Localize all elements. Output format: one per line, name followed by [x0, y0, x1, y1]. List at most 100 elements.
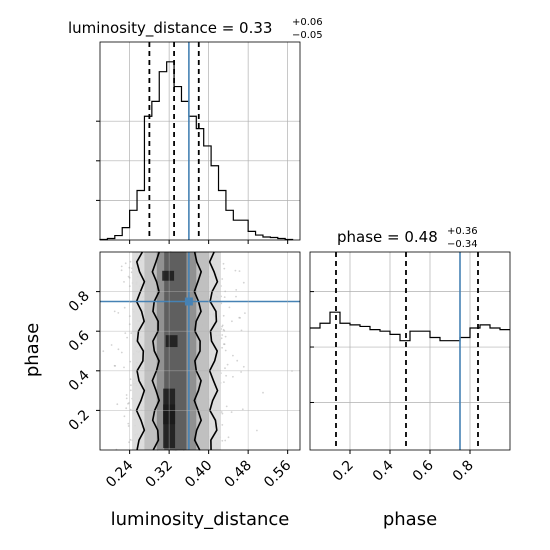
ld-hist-frame [99, 41, 301, 241]
phase-histogram-panel: 0.2 0.4 0.6 0.8 [309, 251, 511, 485]
phase-err-minus: −0.34 [447, 239, 478, 250]
joint-sample-point [227, 436, 230, 439]
joint-sample-point [120, 351, 123, 354]
phase-y-tick-label: 0.8 [66, 288, 93, 315]
joint-sample-point [113, 310, 116, 313]
joint-sample-point [225, 405, 228, 408]
luminosity-distance-histogram-panel [96, 41, 301, 244]
luminosity-distance-title: luminosity_distance = 0.33 [68, 19, 272, 38]
joint-sample-point [238, 270, 241, 272]
joint-sample-point [221, 424, 224, 426]
ld-hist-steps [99, 61, 294, 241]
joint-sample-point [129, 408, 132, 411]
joint-sample-point [130, 332, 133, 334]
phase-title: phase = 0.48 [337, 228, 438, 246]
joint-sample-point [124, 332, 127, 334]
joint-sample-point [232, 375, 234, 378]
joint-sample-point [102, 350, 105, 353]
joint-sample-point [130, 384, 132, 387]
joint-sample-point [125, 407, 128, 410]
luminosity-distance-err-minus: −0.05 [292, 30, 323, 41]
joint-sample-point [116, 403, 119, 406]
joint-sample-point [222, 328, 225, 331]
joint-sample-point [110, 344, 113, 346]
joint-sample-point [242, 365, 245, 368]
joint-sample-point [220, 411, 223, 413]
joint-sample-point [123, 366, 125, 369]
joint-sample-point [224, 439, 227, 442]
joint-sample-point [236, 359, 239, 362]
joint-contour-outer-left [135, 251, 146, 451]
joint-sample-point [239, 317, 242, 319]
joint-sample-point [113, 364, 116, 367]
joint-sample-point [221, 278, 224, 280]
ld-tick-label: 0.48 [222, 458, 255, 491]
joint-contour-inner-left [151, 251, 161, 451]
joint-sample-point [125, 394, 128, 396]
joint-sample-point [230, 411, 233, 413]
joint-sample-point [129, 260, 132, 263]
joint-sample-point [240, 329, 243, 332]
joint-sample-point [129, 378, 132, 381]
joint-sample-point [240, 371, 243, 373]
x-axis-label-luminosity-distance: luminosity_distance [111, 509, 290, 530]
joint-sample-point [242, 281, 245, 284]
joint-sample-point [223, 343, 226, 346]
joint-sample-point [235, 289, 238, 291]
phase-y-tick-label: 0.2 [66, 407, 93, 434]
joint-sample-point [123, 306, 126, 309]
joint-sample-point [223, 267, 226, 270]
joint-sample-point [235, 295, 237, 298]
joint-sample-point [123, 415, 126, 418]
phase-y-tick-label: 0.6 [66, 328, 93, 355]
joint-sample-point [222, 262, 225, 265]
joint-sample-point [224, 349, 227, 352]
x-axis-label-phase: phase [383, 509, 437, 530]
joint-sample-point [223, 296, 226, 298]
joint-sample-point [123, 281, 125, 283]
phase-y-tick-label: 0.4 [66, 367, 93, 394]
joint-sample-point [127, 402, 129, 405]
joint-sample-point [262, 391, 264, 394]
joint-sample-point [127, 275, 130, 278]
joint-contour-inner-right [193, 251, 203, 451]
joint-sample-point [221, 412, 224, 415]
joint-sample-point [129, 389, 132, 392]
joint-truth-marker [184, 297, 193, 306]
ld-tick-label: 0.24 [103, 457, 136, 490]
joint-sample-point [241, 408, 244, 411]
joint-sample-point [221, 439, 224, 442]
phase-x-tick-label: 0.2 [330, 458, 357, 485]
joint-sample-point [223, 343, 225, 345]
joint-sample-point [220, 337, 223, 340]
phase-x-tick-label: 0.4 [370, 457, 397, 484]
joint-density-core [162, 270, 175, 281]
joint-sample-point [221, 325, 223, 328]
joint-sample-point [127, 425, 130, 427]
joint-sample-point [256, 429, 258, 432]
joint-sample-point [221, 324, 224, 327]
joint-frame [99, 251, 301, 451]
joint-contour-outer-right [208, 251, 219, 451]
joint-sample-point [222, 314, 225, 317]
phase-hist-steps [310, 311, 510, 342]
luminosity-distance-err-plus: +0.06 [292, 17, 323, 28]
ld-tick-label: 0.56 [261, 457, 294, 490]
ld-tick-label: 0.32 [143, 458, 176, 491]
joint-sample-point [124, 262, 127, 265]
joint-sample-point [231, 320, 233, 323]
joint-sample-point [238, 316, 241, 319]
joint-sample-point [120, 265, 123, 268]
joint-sample-point [114, 365, 117, 367]
joint-sample-point [125, 397, 128, 400]
joint-sample-point [234, 269, 237, 272]
joint-density-panel: 0.24 0.32 0.40 0.48 0.56 0.2 0.4 0.6 0.8 [66, 251, 301, 491]
joint-sample-point [224, 335, 227, 338]
joint-sample-point [221, 346, 224, 349]
joint-sample-point [232, 354, 234, 357]
joint-sample-point [228, 306, 231, 309]
joint-sample-point [225, 374, 228, 377]
joint-sample-point [126, 336, 128, 339]
joint-sample-point [226, 363, 229, 366]
